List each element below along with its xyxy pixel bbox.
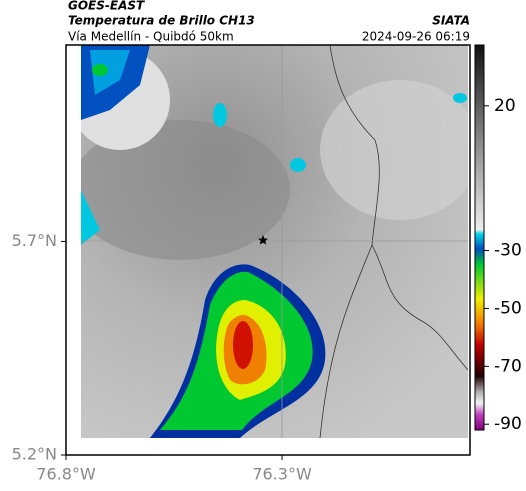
lat-tick-label: 5.7°N — [12, 231, 57, 250]
lon-tick-label: 76.3°W — [252, 465, 312, 484]
source: SIATA — [432, 14, 470, 28]
colorbar-tick-label: -70 — [494, 356, 522, 376]
colorbar-tick-label: 20 — [494, 96, 516, 116]
title: GOES-EAST — [68, 0, 145, 13]
colorbar-tick-label: -50 — [494, 298, 522, 318]
satellite-image — [81, 45, 468, 438]
lon-tick-label: 76.8°W — [36, 465, 96, 484]
map-frame — [65, 44, 471, 456]
colorbar-tick-label: -90 — [494, 414, 522, 434]
timestamp: 2024-09-26 06:19 — [362, 30, 470, 44]
route: Vía Medellín - Quibdó 50km — [68, 30, 234, 44]
colorbar — [474, 44, 485, 431]
colorbar-tick-label: -30 — [494, 241, 522, 261]
lat-tick-label: 5.2°N — [12, 445, 57, 464]
subtitle: Temperatura de Brillo CH13 — [68, 14, 255, 28]
